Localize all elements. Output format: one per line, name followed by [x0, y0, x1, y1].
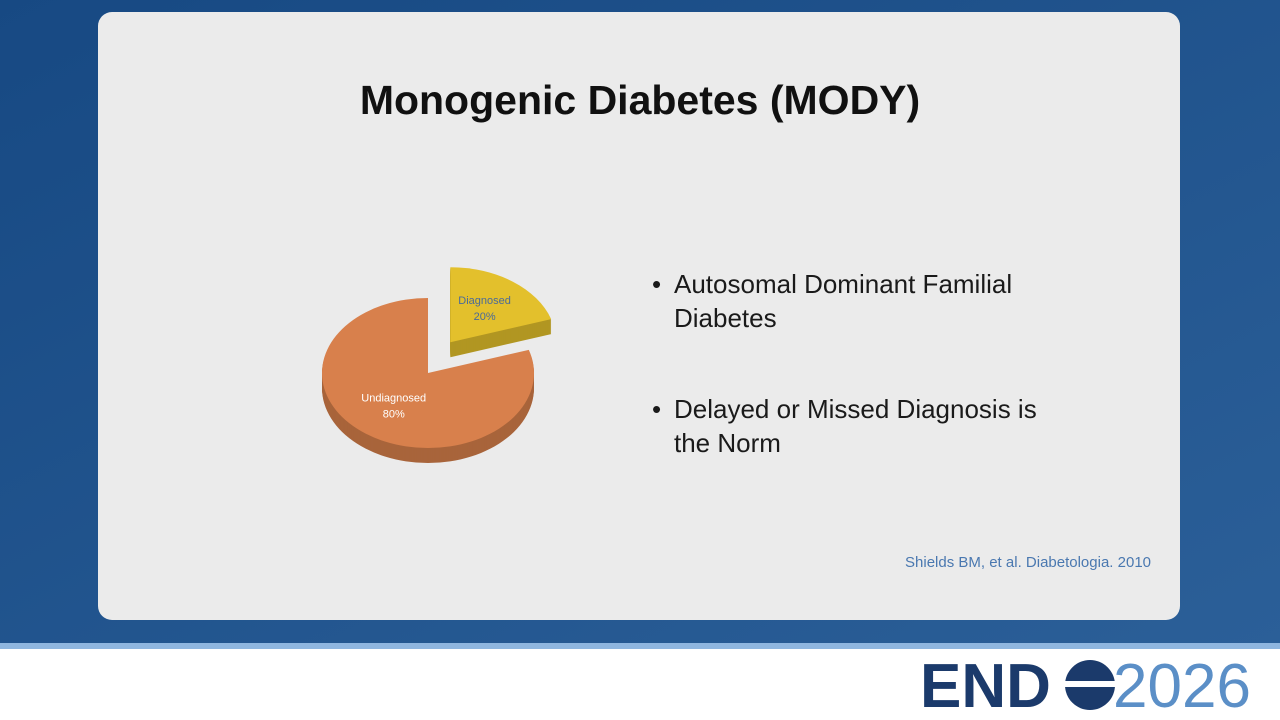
slice-value-label: 80%	[383, 408, 405, 420]
logo-globe-band	[1064, 681, 1116, 687]
slice	[322, 298, 534, 448]
slice-label: Diagnosed	[458, 295, 511, 307]
slice-label: Undiagnosed	[361, 392, 426, 404]
slice	[450, 267, 552, 343]
citation: Shields BM, et al. Diabetologia. 2010	[905, 554, 1151, 571]
bullet: • Autosomal Dominant Familial Diabetes	[652, 267, 1072, 335]
card	[98, 12, 1180, 620]
logo-year: 2026	[1113, 652, 1251, 720]
bullet: • Delayed or Missed Diagnosis is the Norm	[652, 392, 1072, 460]
bullet-text: Autosomal Dominant Familial Diabetes	[674, 269, 1013, 333]
pie-chart: Diagnosed 20% Undiagnosed 80%	[322, 267, 552, 463]
slide-title: Monogenic Diabetes (MODY)	[360, 77, 920, 123]
divider	[0, 643, 1280, 649]
slice-value-label: 20%	[474, 311, 496, 323]
bullet-text: Delayed or Missed Diagnosis is the Norm	[674, 394, 1037, 458]
logo-end: END	[920, 652, 1051, 720]
